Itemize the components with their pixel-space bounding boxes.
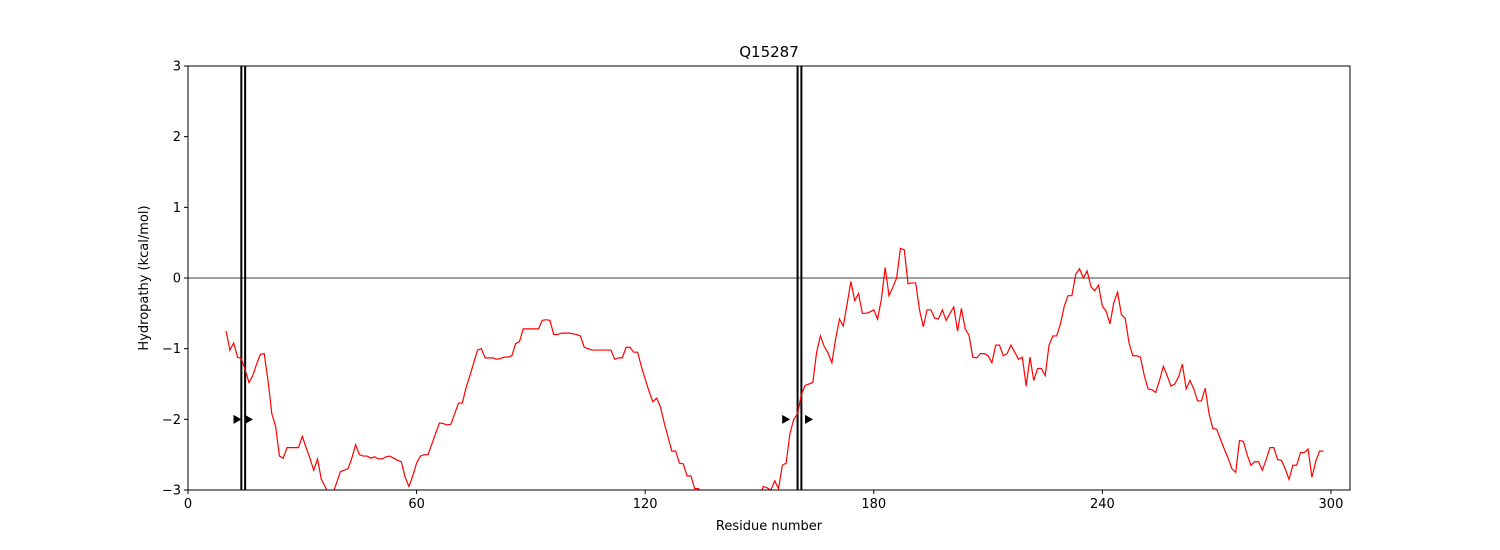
y-tick-label-2: −1 [162,342,181,357]
y-tick-label-0: −3 [162,484,181,499]
arrow-marker-3 [805,414,814,424]
y-tick-label-5: 2 [173,130,181,145]
arrow-marker-0 [233,414,242,424]
arrow-marker-1 [244,414,253,424]
y-tick-label-3: 0 [173,272,181,287]
arrow-marker-2 [782,414,791,424]
x-tick-label-0: 0 [184,497,192,512]
axis-ticks: 0 60 120 180 240 300 −3 −2 −1 0 1 2 3 [162,60,1344,513]
plot-area [188,66,1350,490]
y-tick-label-6: 3 [173,60,181,75]
y-tick-label-1: −2 [162,413,181,428]
x-tick-label-5: 300 [1319,497,1344,512]
y-tick-label-4: 1 [173,201,181,216]
chart-title: Q15287 [739,43,799,61]
x-tick-label-1: 60 [408,497,425,512]
x-tick-label-2: 120 [633,497,658,512]
x-tick-label-3: 180 [861,497,886,512]
x-axis-label: Residue number [716,519,823,534]
hydropathy-series-line-0 [225,247,1324,490]
y-axis-label: Hydropathy (kcal/mol) [137,205,152,350]
x-tick-label-4: 240 [1090,497,1115,512]
